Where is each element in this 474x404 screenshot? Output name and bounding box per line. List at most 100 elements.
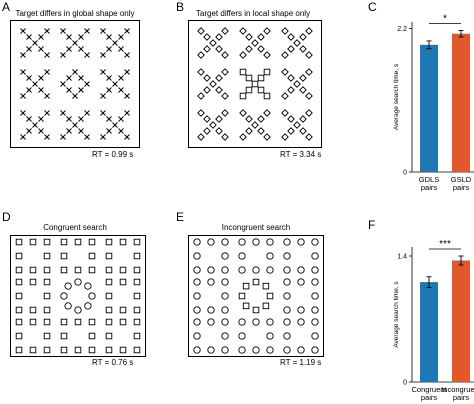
- panel-d-search-array: [15, 238, 141, 354]
- square-element: [133, 238, 141, 246]
- x-element: [26, 87, 32, 93]
- category-label: GSLD: [451, 175, 472, 184]
- square-element: [60, 318, 68, 326]
- square-element: [15, 278, 23, 286]
- circle-element: [221, 306, 229, 314]
- circle-element: [221, 252, 229, 260]
- circle-element: [311, 278, 319, 286]
- circle-element: [311, 306, 319, 314]
- x-element: [106, 116, 112, 122]
- x-element: [100, 110, 106, 116]
- square-element: [133, 332, 141, 340]
- square-element: [133, 292, 141, 300]
- error-bar: [426, 276, 432, 288]
- circle-element: [266, 332, 274, 340]
- diamond-element: [299, 115, 307, 123]
- x-element: [124, 110, 130, 116]
- x-element: [100, 93, 106, 99]
- circle-element: [193, 332, 201, 340]
- square-element: [133, 252, 141, 260]
- square-element: [133, 306, 141, 314]
- diamond-element: [287, 45, 295, 53]
- circle-element: [266, 346, 274, 354]
- diamond-element: [263, 51, 271, 59]
- circle-element: [311, 252, 319, 260]
- diamond-element: [221, 27, 229, 35]
- circle-element: [238, 252, 246, 260]
- square-element: [119, 346, 127, 354]
- x-element: [44, 134, 50, 140]
- circle-element: [283, 252, 291, 260]
- x-element: [66, 34, 72, 40]
- square-element: [15, 266, 23, 274]
- diamond-element: [215, 127, 223, 135]
- x-element: [66, 75, 72, 81]
- circle-element: [311, 238, 319, 246]
- x-element: [100, 134, 106, 140]
- circle-element: [221, 238, 229, 246]
- square-element: [105, 318, 113, 326]
- x-element: [60, 110, 66, 116]
- square-element: [15, 306, 23, 314]
- panel-e-rt: RT = 1.19 s: [280, 358, 322, 367]
- square-element: [74, 266, 82, 274]
- diamond-element: [287, 74, 295, 82]
- diamond-element: [263, 109, 271, 117]
- square-element: [15, 318, 23, 326]
- diamond-element: [215, 86, 223, 94]
- circle-element: [193, 318, 201, 326]
- diamond-element: [209, 80, 217, 88]
- circle-element: [297, 278, 305, 286]
- diamond-element: [299, 86, 307, 94]
- square-element: [262, 282, 270, 290]
- square-element: [29, 318, 37, 326]
- square-element: [15, 346, 23, 354]
- diamond-element: [245, 127, 253, 135]
- circle-element: [252, 266, 260, 274]
- circle-element: [193, 252, 201, 260]
- diamond-element: [209, 121, 217, 129]
- diamond-element: [203, 74, 211, 82]
- diamond-element: [245, 45, 253, 53]
- x-element: [38, 116, 44, 122]
- x-element: [38, 87, 44, 93]
- x-element: [112, 40, 118, 46]
- square-element: [263, 92, 271, 100]
- square-element: [242, 302, 250, 310]
- x-element: [78, 34, 84, 40]
- circle-element: [207, 318, 215, 326]
- x-element: [106, 75, 112, 81]
- x-element: [66, 46, 72, 52]
- x-element: [20, 69, 26, 75]
- x-element: [118, 128, 124, 134]
- square-element: [245, 86, 253, 94]
- x-element: [124, 93, 130, 99]
- x-element: [78, 46, 84, 52]
- circle-element: [221, 332, 229, 340]
- square-element: [239, 92, 247, 100]
- circle-element: [283, 278, 291, 286]
- diamond-element: [281, 109, 289, 117]
- diamond-element: [293, 80, 301, 88]
- x-element: [60, 134, 66, 140]
- circle-element: [283, 266, 291, 274]
- x-element: [44, 110, 50, 116]
- square-element: [15, 292, 23, 300]
- diamond-element: [281, 51, 289, 59]
- square-element: [74, 238, 82, 246]
- square-element: [105, 238, 113, 246]
- circle-element: [311, 266, 319, 274]
- x-element: [118, 87, 124, 93]
- y-tick-label: 0: [403, 380, 407, 387]
- square-element: [88, 318, 96, 326]
- square-element: [43, 318, 51, 326]
- square-element: [60, 238, 68, 246]
- diamond-element: [239, 133, 247, 141]
- x-element: [78, 75, 84, 81]
- circle-element: [84, 302, 92, 310]
- x-element: [72, 69, 78, 75]
- panel-label-b: B: [176, 0, 185, 14]
- circle-element: [193, 266, 201, 274]
- x-element: [32, 81, 38, 87]
